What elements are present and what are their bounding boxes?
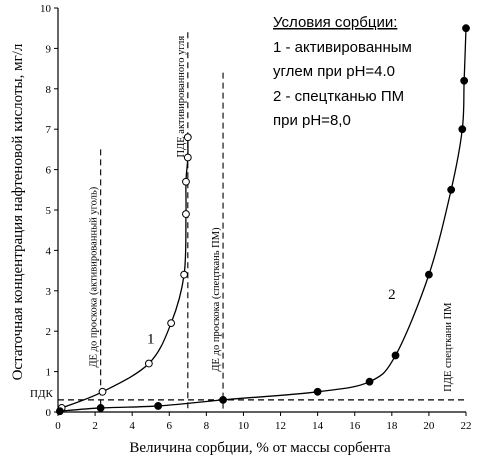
y-tick-label: 8 — [46, 84, 52, 96]
series-1-point — [180, 270, 189, 279]
pde-fabric-label: ПДЕ спецткани ПМ — [443, 302, 454, 392]
series-2-point — [365, 377, 374, 386]
y-tick-label: 1 — [46, 367, 52, 379]
series-2-point — [313, 387, 322, 396]
reference-lines: ПДК ДЕ до проскока (активированный уголь)… — [30, 32, 466, 412]
data-series — [55, 24, 470, 416]
series-2-point — [219, 395, 227, 404]
series-1-point — [183, 133, 192, 142]
x-axis-ticks: 0 2 4 6 8 10 12 14 16 18 20 22 — [55, 412, 472, 432]
x-tick-label: 6 — [167, 420, 173, 432]
x-tick-label: 2 — [92, 420, 98, 432]
x-axis-title: Величина сорбции, % от массы сорбента — [129, 440, 391, 456]
annotations: 1 2 ПДЕ спецткани ПМ — [147, 287, 454, 392]
y-tick-label: 5 — [46, 205, 52, 217]
x-tick-label: 18 — [386, 420, 398, 432]
legend-line-1: 1 - активированным — [273, 39, 412, 56]
legend-title: Условия сорбции: — [273, 14, 397, 31]
y-tick-label: 0 — [46, 407, 52, 419]
series-1-point — [167, 319, 176, 328]
series-2-point — [154, 402, 163, 410]
series-2-point — [462, 24, 470, 33]
legend: Условия сорбции: 1 - активированным угле… — [273, 14, 412, 129]
series-1 — [57, 133, 192, 412]
series-2-point — [55, 407, 64, 416]
curve-number-label: 1 — [147, 331, 155, 347]
x-tick-label: 0 — [55, 420, 61, 432]
legend-line-3: 2 - спецтканью ПМ — [273, 88, 404, 105]
series-1-point — [98, 387, 107, 396]
x-tick-label: 20 — [423, 420, 435, 432]
series-2-point — [447, 185, 456, 194]
legend-line-2: углем при pH=4.0 — [273, 63, 395, 80]
legend-line-4: при pH=8,0 — [273, 112, 351, 129]
x-tick-label: 12 — [275, 420, 286, 432]
pdk-reference-label: ПДК — [30, 388, 53, 400]
series-1-point — [182, 210, 190, 218]
y-tick-label: 4 — [46, 245, 52, 257]
vertical-reference-label: ПДЕ активированного угля — [176, 36, 187, 158]
x-tick-label: 8 — [204, 420, 210, 432]
y-tick-label: 7 — [46, 124, 52, 136]
y-tick-label: 2 — [46, 326, 52, 338]
y-axis-title: Остаточная концентрация нафтеновой кисло… — [10, 43, 26, 380]
y-tick-label: 3 — [46, 286, 52, 298]
series-1-point — [182, 177, 190, 186]
x-tick-label: 16 — [349, 420, 361, 432]
y-tick-label: 10 — [40, 3, 52, 15]
series-2 — [55, 24, 470, 416]
x-tick-label: 4 — [129, 420, 135, 432]
series-2-point — [96, 404, 105, 412]
x-tick-label: 10 — [238, 420, 250, 432]
y-tick-label: 6 — [46, 165, 52, 177]
y-tick-label: 9 — [46, 43, 52, 55]
series-2-point — [391, 351, 400, 360]
curve-number-label: 2 — [388, 287, 396, 303]
series-2-point — [425, 270, 433, 279]
series-1-point — [144, 359, 153, 368]
vertical-reference-label: ДЕ до проскока (спецткань ПМ) — [211, 227, 222, 372]
series-2-point — [458, 125, 467, 134]
x-tick-label: 22 — [461, 420, 472, 432]
x-tick-label: 14 — [312, 420, 324, 432]
vertical-reference-label: ДЕ до проскока (активированный уголь) — [89, 186, 100, 367]
series-1-point — [183, 153, 192, 162]
y-axis-ticks: 0 1 2 3 4 5 6 7 8 9 10 — [40, 3, 58, 419]
series-2-point — [460, 76, 469, 85]
